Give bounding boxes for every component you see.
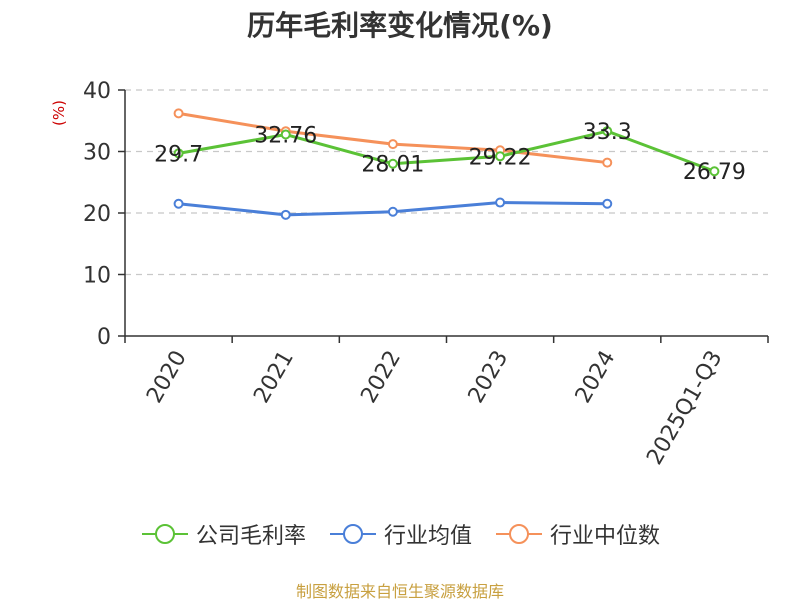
x-tick-label: 2020	[142, 347, 192, 408]
y-tick-label: 20	[83, 202, 111, 227]
data-point	[709, 166, 720, 177]
y-tick-label: 0	[97, 325, 111, 350]
data-label: 29.22	[469, 145, 532, 170]
legend-label: 行业中位数	[550, 524, 661, 549]
data-point	[387, 206, 398, 217]
data-point	[602, 157, 613, 168]
x-tick-label: 2021	[249, 347, 299, 408]
y-tick-label: 30	[83, 141, 111, 166]
legend-item[interactable]: 行业均值	[328, 518, 472, 550]
legend-item[interactable]: 行业中位数	[494, 518, 660, 550]
data-point	[280, 209, 291, 220]
data-point	[173, 108, 184, 119]
data-point	[387, 139, 398, 150]
data-label: 33.3	[583, 120, 632, 145]
data-point	[495, 151, 506, 162]
legend-marker-icon	[496, 524, 542, 544]
data-point	[173, 148, 184, 159]
data-label: 29.7	[154, 142, 203, 167]
legend-label: 公司毛利率	[195, 524, 306, 549]
x-tick-label: 2022	[356, 347, 406, 408]
data-label: 26.79	[683, 160, 746, 185]
legend: 公司毛利率 行业均值 行业中位数	[0, 518, 800, 550]
data-point	[602, 198, 613, 209]
data-point	[387, 158, 398, 169]
data-point	[602, 126, 613, 137]
y-tick-label: 10	[83, 264, 111, 289]
data-label: 32.76	[254, 124, 317, 149]
data-labels: 29.7 32.76 28.01 29.22 33.3 26.79	[154, 120, 746, 185]
y-tick-label: 40	[83, 79, 111, 104]
chart-title: 历年毛利率变化情况(%)	[247, 9, 553, 42]
x-tick-label: 2024	[571, 347, 621, 408]
series-line	[178, 129, 715, 173]
data-point	[495, 197, 506, 208]
series-lines	[173, 108, 720, 220]
x-tick-label: 2025Q1-Q3	[642, 347, 727, 470]
legend-label: 行业均值	[383, 524, 472, 549]
grid-lines	[125, 89, 768, 276]
data-point	[280, 129, 291, 140]
source-note: 制图数据来自恒生聚源数据库	[295, 582, 504, 601]
data-label: 28.01	[361, 153, 424, 178]
legend-item[interactable]: 公司毛利率	[140, 518, 306, 550]
legend-marker-icon	[329, 524, 376, 544]
x-tick-label: 2023	[464, 347, 514, 408]
data-point	[173, 198, 184, 209]
legend-marker-icon	[141, 524, 188, 544]
